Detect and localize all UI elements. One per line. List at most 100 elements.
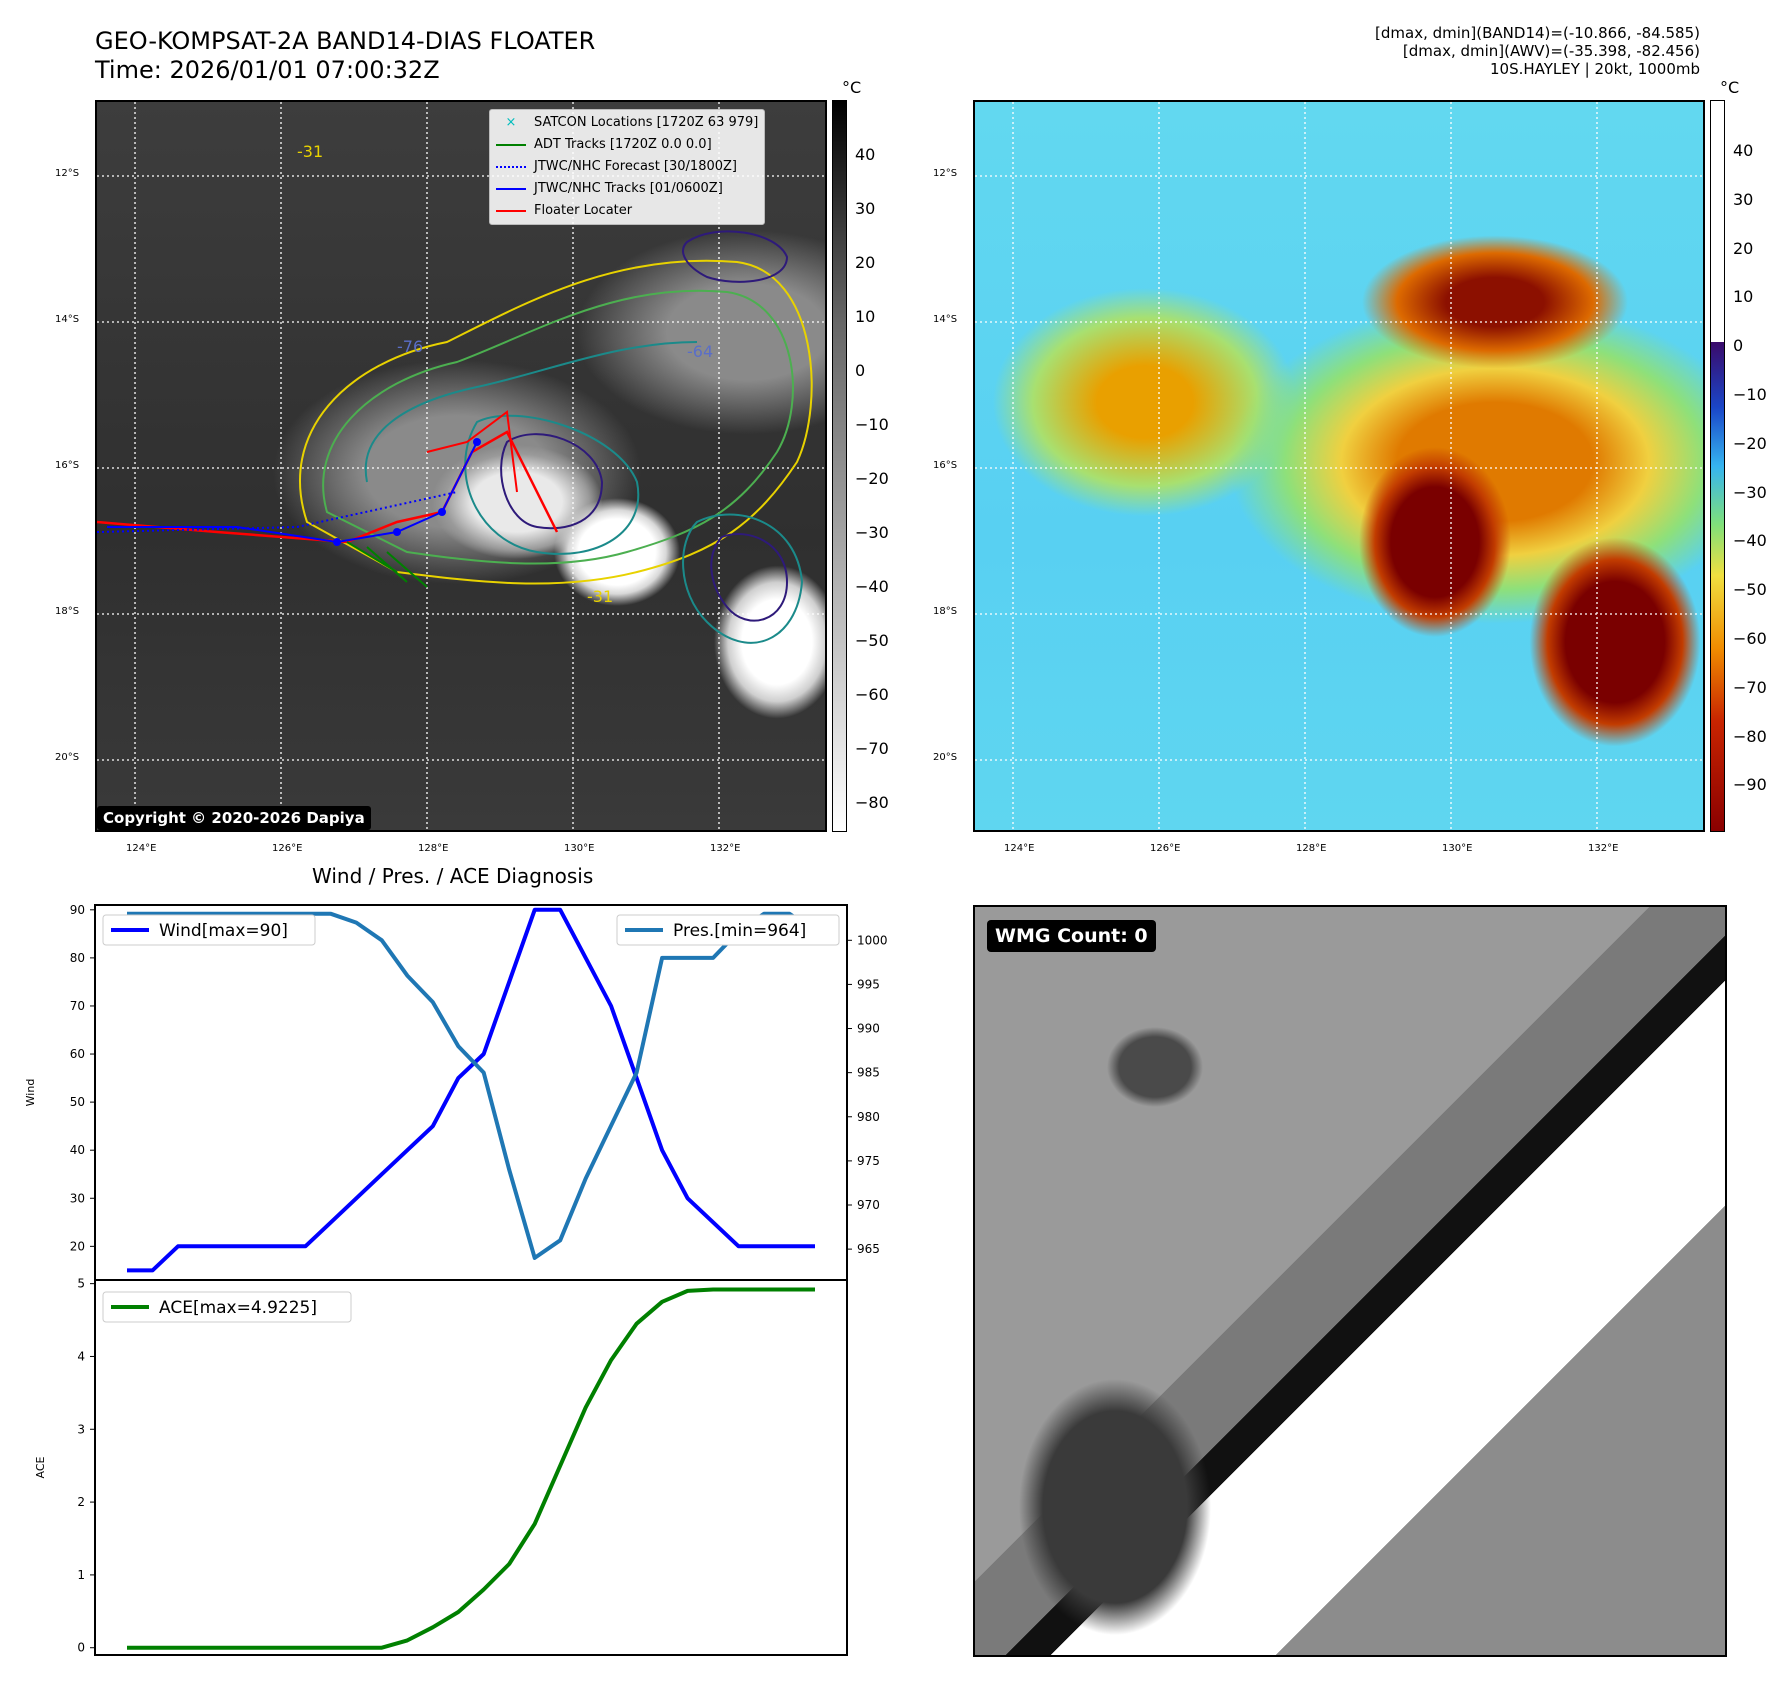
ace-tick-label: 5 [77, 1277, 85, 1291]
lon-label: 126°E [272, 843, 303, 854]
awv-colorbar [1710, 100, 1725, 832]
contour-label-1: -31 [297, 142, 323, 161]
pressure-tick-label: 1000 [857, 933, 888, 947]
colorbar-tick-label: 30 [1733, 189, 1754, 209]
line-marker-swatch-icon [496, 188, 526, 190]
colorbar-tick-label: 10 [855, 307, 876, 326]
legend-item-adt: ADT Tracks [1720Z 0.0 0.0] [496, 134, 758, 156]
colorbar-tick-label: −40 [1733, 531, 1767, 551]
awv-overlay [975, 102, 1703, 830]
ace-axis-label: ACE [34, 1456, 47, 1478]
colorbar-tick-label: −30 [855, 523, 889, 542]
wind-axis-label: Wind [24, 1079, 37, 1107]
colorbar-tick-label: 40 [855, 145, 876, 164]
dotted-line-swatch-icon [496, 166, 526, 168]
wmg-panel: WMG Count: 0 [973, 905, 1727, 1657]
pressure-tick-label: 995 [857, 977, 880, 991]
colorbar-tick-label: 20 [1733, 238, 1754, 258]
lon-label: 126°E [1150, 843, 1181, 854]
diagnosis-title: Wind / Pres. / ACE Diagnosis [312, 864, 594, 888]
lon-label: 124°E [1004, 843, 1035, 854]
ir-satellite-panel: -31 -76 -64 -31 × SATCON Locations [1720Z… [95, 100, 827, 832]
grid-lines [975, 102, 1703, 830]
ir-colorbar-unit: °C [842, 78, 862, 97]
lat-label: 12°S [55, 168, 80, 179]
lon-label: 130°E [1442, 843, 1473, 854]
lat-label: 16°S [55, 460, 80, 471]
wmg-count-badge: WMG Count: 0 [987, 920, 1156, 952]
lat-label: 18°S [933, 606, 958, 617]
wind-tick-label: 60 [70, 1047, 85, 1061]
pressure-legend-box [616, 914, 840, 946]
contour-labels: -31 -76 -64 -31 [297, 142, 713, 606]
contours [299, 230, 813, 644]
colorbar-tick-label: −40 [855, 577, 889, 596]
lon-label: 132°E [710, 843, 741, 854]
colorbar-tick-label: 10 [1733, 287, 1754, 307]
colorbar-tick-label: 20 [855, 253, 876, 272]
lon-label: 132°E [1588, 843, 1619, 854]
colorbar-tick-label: −20 [855, 469, 889, 488]
pressure-tick-label: 975 [857, 1154, 880, 1168]
lat-label: 18°S [55, 606, 80, 617]
copyright-badge: Copyright © 2020-2026 Dapiya [97, 806, 371, 830]
colorbar-tick-label: −80 [855, 793, 889, 812]
ace-plot-frame [94, 1279, 848, 1656]
ace-tick-label: 1 [77, 1568, 85, 1582]
wind-legend-label: Wind[max=90] [159, 921, 288, 941]
colorbar-tick-label: 0 [855, 361, 866, 380]
colorbar-tick-label: −50 [1733, 580, 1767, 600]
colorbar-tick-label: −60 [855, 685, 889, 704]
colorbar-tick-label: −90 [1733, 775, 1767, 795]
colorbar-tick-label: 0 [1733, 336, 1744, 356]
wind-tick-label: 90 [70, 903, 85, 917]
lon-label: 124°E [126, 843, 157, 854]
tracks [97, 410, 559, 588]
legend-item-tracks: JTWC/NHC Tracks [01/0600Z] [496, 178, 758, 200]
colorbar-tick-label: −60 [1733, 629, 1767, 648]
pressure-tick-label: 990 [857, 1022, 880, 1036]
info-line-2: [dmax, dmin](AWV)=(-35.398, -82.456) [1402, 42, 1700, 60]
pressure-tick-label: 980 [857, 1110, 880, 1124]
line-swatch-icon [496, 210, 526, 212]
wind-tick-label: 20 [70, 1239, 85, 1253]
line-swatch-icon [496, 144, 526, 146]
ace-tick-label: 4 [77, 1349, 85, 1363]
title-line-2: Time: 2026/01/01 07:00:32Z [95, 56, 440, 84]
colorbar-tick-label: −30 [1733, 482, 1767, 502]
lat-label: 20°S [55, 752, 80, 763]
lat-label: 14°S [933, 314, 958, 325]
map-legend: × SATCON Locations [1720Z 63 979] ADT Tra… [489, 109, 766, 225]
ace-legend-label: ACE[max=4.9225] [159, 1298, 317, 1318]
wind-tick-label: 80 [70, 951, 85, 965]
lat-label: 14°S [55, 314, 80, 325]
wind-tick-label: 30 [70, 1191, 85, 1205]
pressure-tick-label: 965 [857, 1242, 880, 1256]
lat-label: 20°S [933, 752, 958, 763]
wind-legend-box [102, 914, 316, 946]
legend-item-forecast: JTWC/NHC Forecast [30/1800Z] [496, 156, 758, 178]
title-line-1: GEO-KOMPSAT-2A BAND14-DIAS FLOATER [95, 27, 596, 55]
diagnostic-info: [dmax, dmin](BAND14)=(-10.866, -84.585) … [1375, 24, 1700, 78]
wind-tick-label: 50 [70, 1095, 85, 1109]
colorbar-tick-label: −80 [1733, 726, 1767, 746]
ace-series-line [127, 1287, 815, 1650]
colorbar-tick-label: 30 [855, 199, 876, 218]
wind-tick-label: 40 [70, 1143, 85, 1157]
awv-colorbar-unit: °C [1720, 78, 1740, 97]
cross-icon: × [505, 115, 517, 130]
ace-tick-label: 2 [77, 1495, 85, 1509]
contour-label-2: -76 [397, 337, 423, 356]
lat-label: 12°S [933, 168, 958, 179]
ace-legend-box [102, 1291, 352, 1323]
legend-item-satcon: × SATCON Locations [1720Z 63 979] [496, 112, 759, 134]
wind-series-line [127, 907, 815, 1273]
lon-label: 128°E [1296, 843, 1327, 854]
colorbar-tick-label: −20 [1733, 433, 1767, 453]
diagnosis-chart: 9080706050403020100099599098598097597096… [24, 903, 888, 1656]
colorbar-tick-label: −10 [855, 415, 889, 434]
contour-label-3: -64 [687, 342, 713, 361]
wind-tick-label: 70 [70, 999, 85, 1013]
ace-tick-label: 0 [77, 1641, 85, 1655]
lon-label: 128°E [418, 843, 449, 854]
